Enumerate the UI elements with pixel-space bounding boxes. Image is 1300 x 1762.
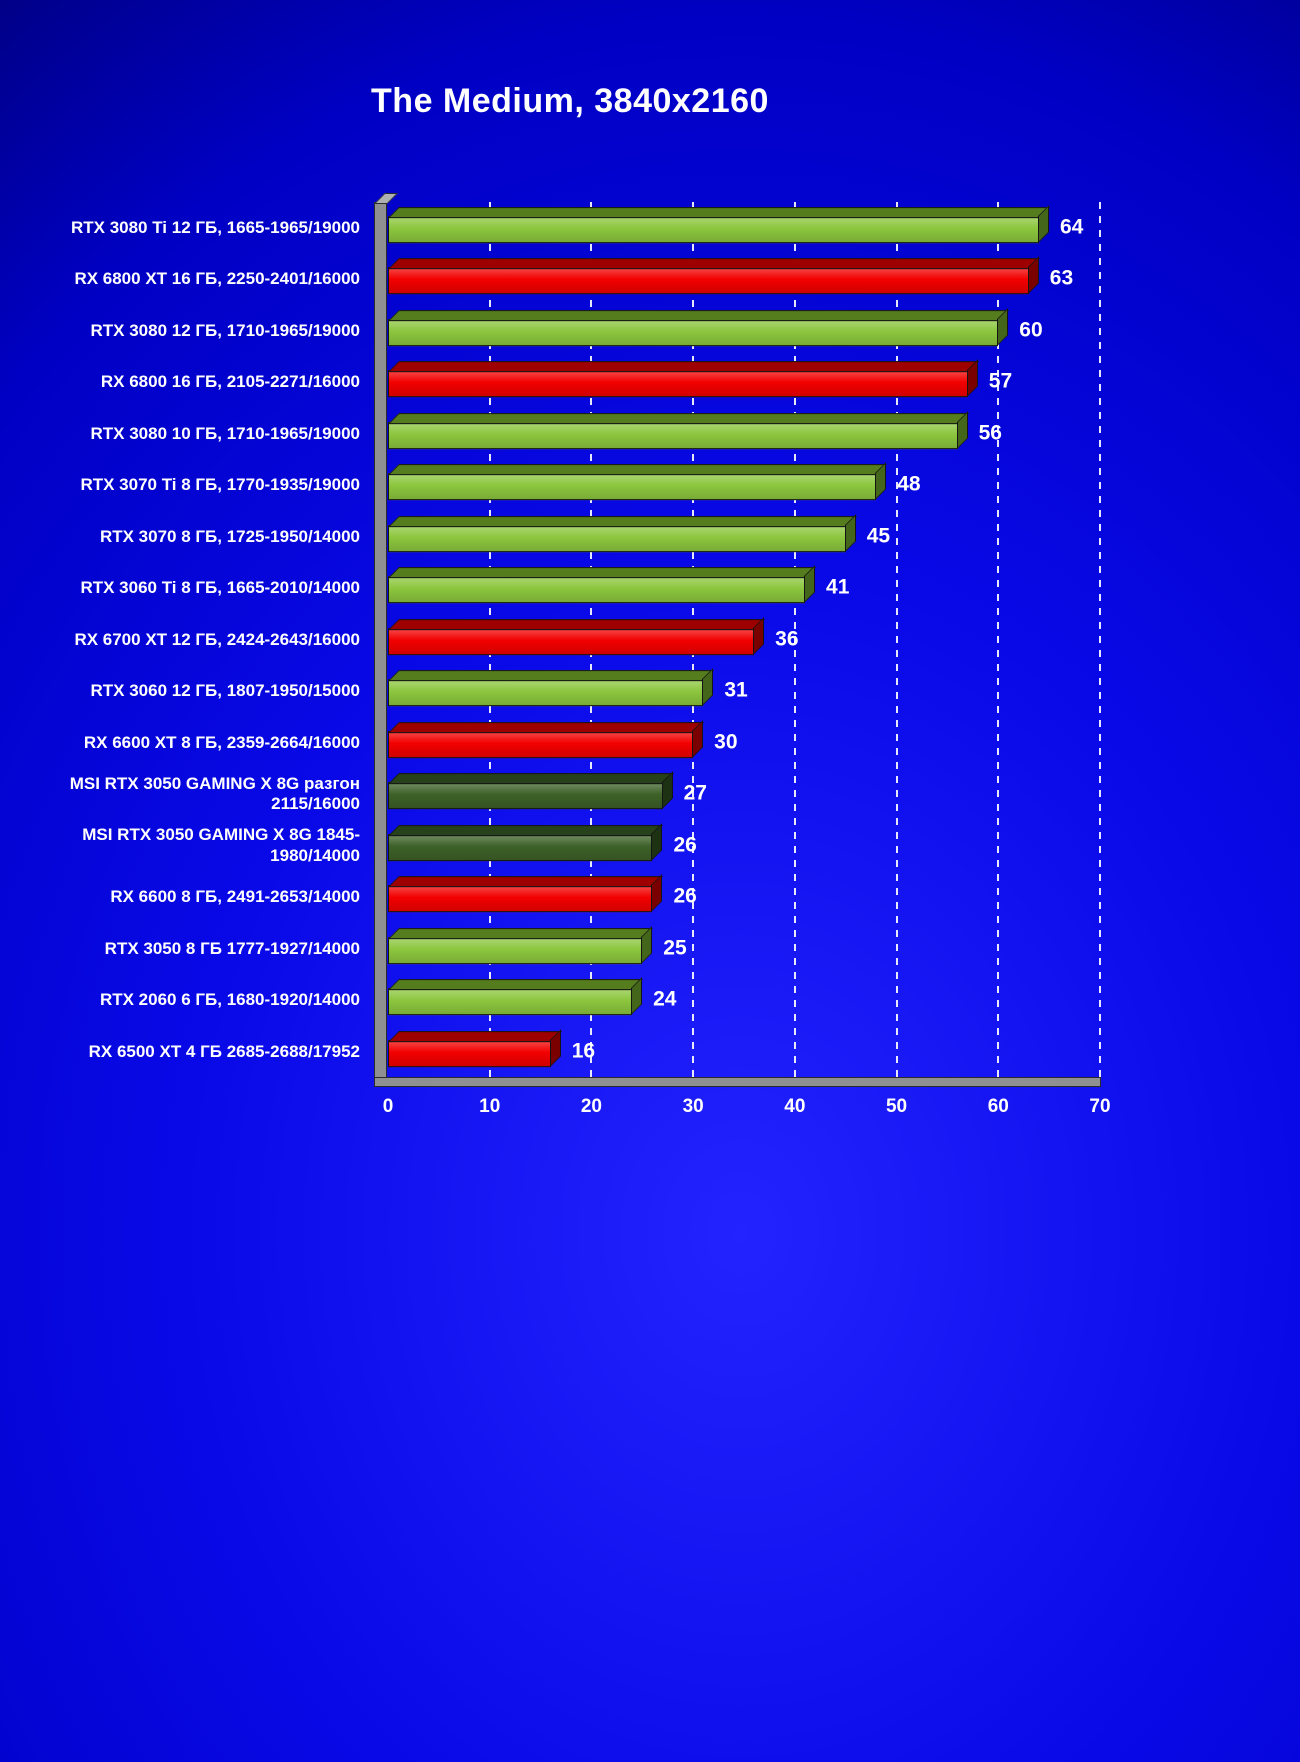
bar-row: 31 (388, 666, 1100, 718)
bar-rows: 64 63 60 57 56 48 45 41 36 31 30 27 26 26 25 24 16 (388, 202, 1100, 1078)
bar-row: 16 (388, 1026, 1100, 1078)
bar-value-label: 26 (673, 833, 697, 857)
bar-value-label: 27 (683, 781, 707, 805)
bar-value-label: 60 (1019, 318, 1043, 342)
bar (388, 421, 958, 449)
category-label: RTX 3080 Ti 12 ГБ, 1665-1965/19000 (70, 217, 360, 237)
x-tick-label: 40 (784, 1096, 806, 1117)
bar (388, 988, 633, 1016)
bar-value-label: 57 (988, 369, 1013, 393)
axis-floor-3d (374, 1077, 1101, 1087)
category-label: RTX 3080 10 ГБ, 1710-1965/19000 (90, 423, 361, 443)
plot-area: 64 63 60 57 56 48 45 41 36 31 30 27 26 26 25 24 16 0 10 20… (374, 202, 1111, 1117)
bar (388, 318, 999, 346)
bar (388, 215, 1039, 243)
bar-value-label: 41 (826, 575, 850, 599)
bar (388, 576, 806, 604)
bar-row: 56 (388, 408, 1100, 460)
bar (388, 782, 663, 810)
gridline (793, 202, 796, 1078)
bar (388, 370, 968, 398)
bar (388, 524, 846, 552)
bar-value-label: 63 (1049, 266, 1074, 290)
category-labels: RTX 3080 Ti 12 ГБ, 1665-1965/19000 RX 680… (8, 202, 376, 1078)
x-tick-label: 70 (1089, 1096, 1111, 1117)
bar-row: 48 (388, 460, 1100, 512)
category-label: RX 6800 XT 16 ГБ, 2250-2401/16000 (74, 269, 360, 289)
x-axis: 0 10 20 30 40 50 60 70 (383, 1096, 1111, 1124)
x-tick-label: 60 (987, 1096, 1009, 1117)
x-tick-label: 20 (580, 1096, 602, 1117)
gridline (997, 202, 1000, 1078)
bar-value-label: 56 (978, 421, 1002, 445)
category-label: MSI RTX 3050 GAMING X 8G разгон 2115/160… (69, 773, 360, 814)
bar-row: 45 (388, 511, 1100, 563)
bar-row: 24 (388, 975, 1100, 1027)
bar-value-label: 30 (714, 730, 738, 754)
bar-value-label: 45 (866, 524, 891, 548)
category-label: RX 6800 16 ГБ, 2105-2271/16000 (100, 372, 360, 392)
category-label: RX 6500 XT 4 ГБ 2685-2688/17952 (88, 1041, 360, 1061)
category-label: RTX 3070 8 ГБ, 1725-1950/14000 (99, 526, 360, 546)
bar (388, 1039, 551, 1067)
bar-value-label: 25 (663, 936, 687, 960)
bar-value-label: 36 (775, 627, 799, 651)
bar-row: 27 (388, 769, 1100, 821)
bar-value-label: 48 (897, 472, 921, 496)
bar-row: 41 (388, 563, 1100, 615)
bar (388, 885, 653, 913)
bar-value-label: 16 (571, 1039, 596, 1063)
bar (388, 936, 643, 964)
bar-row: 36 (388, 614, 1100, 666)
x-tick-label: 50 (885, 1096, 908, 1117)
category-label: RTX 3060 Ti 8 ГБ, 1665-2010/14000 (80, 578, 360, 598)
category-label: RTX 2060 6 ГБ, 1680-1920/14000 (99, 990, 360, 1010)
bar-row: 25 (388, 923, 1100, 975)
bar-row: 57 (388, 357, 1100, 409)
bar (388, 679, 704, 707)
bar-value-label: 26 (673, 884, 697, 908)
category-label: RTX 3080 12 ГБ, 1710-1965/19000 (90, 320, 361, 340)
gridline (1099, 202, 1101, 1078)
category-label: RX 6700 XT 12 ГБ, 2424-2643/16000 (74, 629, 360, 649)
bar-row: 30 (388, 717, 1100, 769)
bar-value-label: 64 (1059, 215, 1084, 239)
bar (388, 833, 653, 861)
bar (388, 473, 877, 501)
bar-value-label: 31 (724, 678, 748, 702)
bar (388, 730, 694, 758)
bar (388, 267, 1029, 295)
bar-row: 64 (388, 202, 1100, 254)
category-label: RTX 3070 Ti 8 ГБ, 1770-1935/19000 (80, 475, 360, 495)
category-label: RTX 3060 12 ГБ, 1807-1950/15000 (90, 681, 361, 701)
bar (388, 627, 755, 655)
x-tick-label: 30 (682, 1096, 704, 1117)
x-tick-label: 0 (382, 1096, 394, 1117)
category-label: RX 6600 XT 8 ГБ, 2359-2664/16000 (83, 732, 360, 752)
bar-row: 26 (388, 872, 1100, 924)
axis-wall-3d (374, 202, 387, 1079)
bar-row: 26 (388, 820, 1100, 872)
category-label: RX 6600 8 ГБ, 2491-2653/14000 (110, 887, 360, 907)
chart-title: The Medium, 3840x2160 (371, 82, 769, 120)
gridline (895, 202, 898, 1078)
bar-row: 63 (388, 254, 1100, 306)
bar-value-label: 24 (653, 987, 677, 1011)
bar-row: 60 (388, 305, 1100, 357)
x-tick-label: 10 (479, 1096, 501, 1117)
category-label: MSI RTX 3050 GAMING X 8G 1845-1980/14000 (82, 825, 360, 865)
category-label: RTX 3050 8 ГБ 1777-1927/14000 (104, 938, 360, 958)
